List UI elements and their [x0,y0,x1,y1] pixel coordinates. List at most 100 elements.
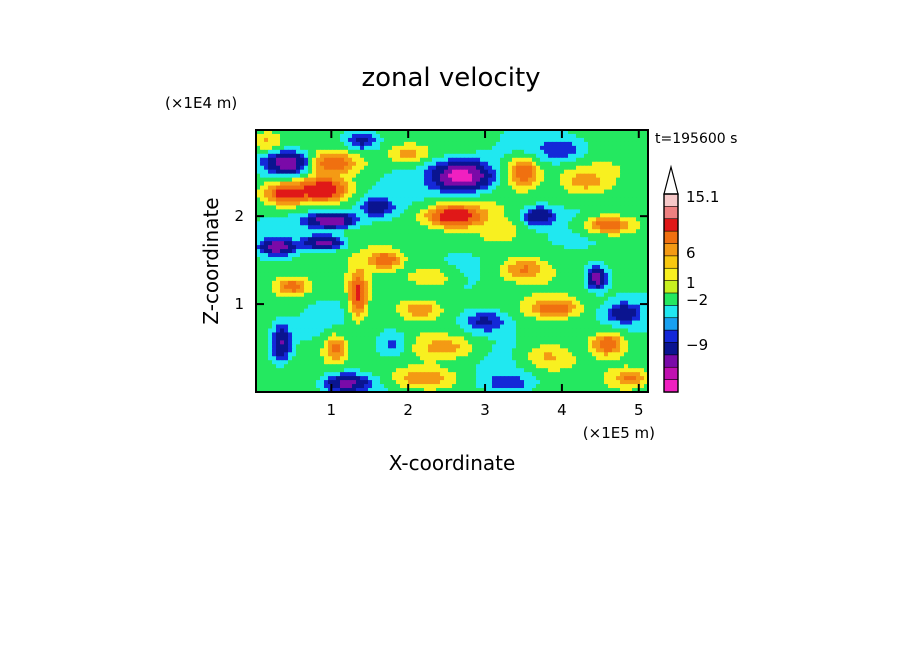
field-cell [508,292,513,298]
field-cell [540,229,545,234]
field-cell [496,181,501,187]
field-cell [476,241,481,246]
field-cell [576,130,581,135]
field-cell [428,153,433,159]
field-cell [464,257,469,262]
field-cell [632,181,637,187]
field-cell [380,241,385,246]
field-cell [320,284,325,290]
field-cell [480,245,485,250]
field-cell [572,316,577,322]
field-cell [392,145,397,151]
field-cell [456,149,461,155]
field-cell [324,149,329,155]
field-cell [284,320,289,326]
field-cell [256,320,261,326]
field-cell [444,296,449,302]
field-cell [424,221,429,226]
field-cell [380,316,385,322]
field-cell [332,201,337,207]
field-cell [516,213,521,218]
field-cell [564,264,569,270]
field-cell [504,225,509,230]
field-cell [320,300,325,306]
field-cell [284,201,289,207]
field-cell [352,225,357,230]
field-cell [256,197,261,203]
field-cell [364,276,369,282]
field-cell [284,308,289,314]
field-cell [500,189,505,195]
field-cell [384,165,389,171]
field-cell [436,324,441,330]
field-cell [300,245,305,250]
field-cell [424,249,429,254]
field-cell [552,245,557,250]
field-cell [344,233,349,238]
field-cell [256,233,261,238]
field-cell [304,169,309,175]
field-cell [540,169,545,175]
field-cell [452,245,457,250]
field-cell [408,213,413,218]
field-cell [400,253,405,258]
field-cell [464,173,469,179]
field-cell [472,149,477,155]
field-cell [504,276,509,282]
field-cell [308,241,313,246]
field-cell [604,249,609,254]
field-cell [568,272,573,278]
field-cell [284,312,289,318]
field-cell [496,264,501,270]
field-cell [612,245,617,250]
field-cell [412,221,417,226]
field-cell [272,133,277,139]
field-cell [572,185,577,191]
field-cell [416,193,421,199]
field-cell [292,233,297,238]
field-cell [500,288,505,294]
field-cell [360,257,365,262]
field-cell [512,221,517,226]
field-cell [376,229,381,234]
field-cell [284,245,289,250]
field-cell [484,189,489,195]
field-cell [496,141,501,147]
field-cell [544,193,549,199]
field-cell [312,316,317,322]
field-cell [356,312,361,318]
field-cell [612,229,617,234]
field-cell [420,209,425,214]
field-cell [528,308,533,314]
field-cell [504,253,509,258]
field-cell [636,308,641,314]
field-cell [628,237,633,242]
field-cell [332,141,337,147]
field-cell [580,137,585,143]
field-cell [588,217,593,222]
field-cell [552,276,557,282]
field-cell [640,197,645,203]
field-cell [432,304,437,310]
field-cell [440,149,445,155]
field-cell [328,249,333,254]
field-cell [400,173,405,179]
field-cell [624,185,629,191]
field-cell [400,233,405,238]
field-cell [584,153,589,159]
field-cell [404,272,409,278]
field-cell [436,201,441,207]
field-cell [500,197,505,203]
field-cell [384,173,389,179]
field-cell [320,288,325,294]
field-cell [540,304,545,310]
field-cell [460,257,465,262]
field-cell [524,197,529,203]
field-cell [372,257,377,262]
field-cell [608,177,613,183]
field-cell [364,229,369,234]
field-cell [452,320,457,326]
field-cell [536,229,541,234]
field-cell [640,209,645,214]
field-cell [628,141,633,147]
